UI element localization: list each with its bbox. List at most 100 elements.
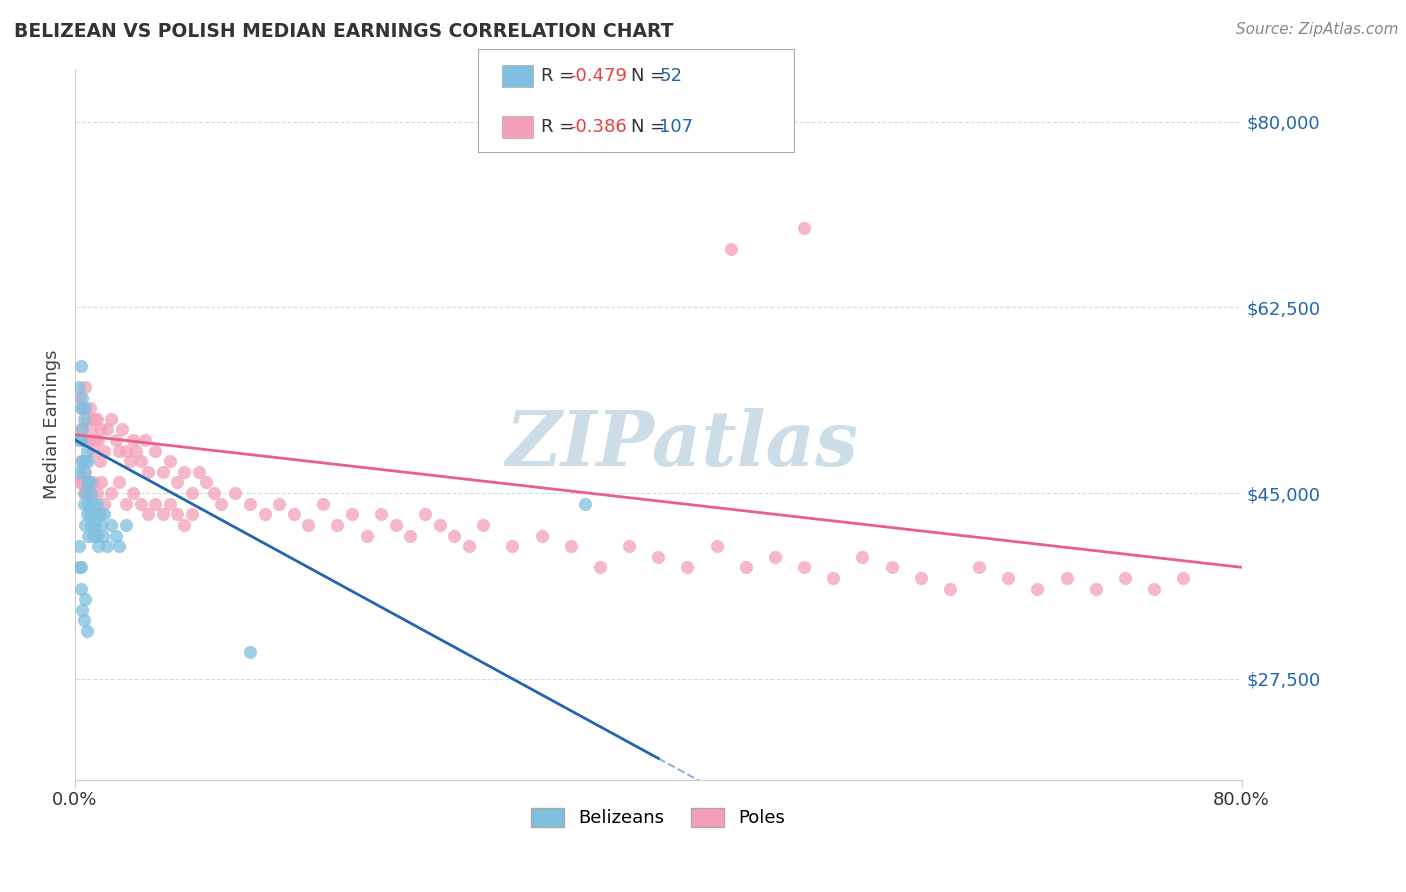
Point (1056, 571, 1078, 585)
Point (129, 454, 152, 468)
Point (87, 539, 110, 553)
Point (120, 454, 142, 468)
Text: ZIPatlas: ZIPatlas (505, 409, 858, 483)
Point (202, 486, 225, 500)
Point (90, 517, 112, 532)
Point (77, 475, 100, 490)
Point (77, 433, 100, 447)
Point (79, 486, 101, 500)
Point (173, 465, 195, 479)
Point (560, 539, 582, 553)
Point (77, 454, 100, 468)
Point (76, 508, 98, 522)
Point (122, 433, 145, 447)
Point (76, 624, 98, 638)
Point (122, 486, 145, 500)
Point (312, 497, 335, 511)
Point (180, 486, 202, 500)
Point (159, 454, 181, 468)
Text: Source: ZipAtlas.com: Source: ZipAtlas.com (1236, 22, 1399, 37)
Point (89, 454, 111, 468)
Point (79, 475, 101, 490)
Point (589, 560, 612, 574)
Point (159, 497, 181, 511)
Point (413, 508, 436, 522)
Point (67, 391, 90, 405)
Point (67, 539, 90, 553)
Point (1026, 582, 1049, 596)
Point (90, 422, 112, 436)
Point (209, 497, 232, 511)
Point (195, 475, 218, 490)
Point (93, 508, 115, 522)
Point (67, 560, 90, 574)
Point (763, 549, 786, 564)
Point (297, 517, 319, 532)
Point (76, 443, 98, 458)
Point (173, 517, 195, 532)
Point (96, 422, 118, 436)
Point (75, 517, 97, 532)
Point (100, 486, 122, 500)
Point (82, 443, 104, 458)
Point (93, 497, 115, 511)
Point (67, 475, 90, 490)
Point (73, 497, 96, 511)
Point (86, 411, 108, 425)
Point (83, 508, 105, 522)
Point (69, 359, 91, 373)
Point (75, 465, 97, 479)
Point (143, 443, 166, 458)
Point (530, 528, 553, 542)
Point (100, 517, 122, 532)
Point (73, 486, 96, 500)
Point (72, 603, 94, 617)
Point (72, 391, 94, 405)
Point (80, 422, 103, 436)
Point (86, 486, 108, 500)
Point (91, 528, 114, 542)
Text: N =: N = (631, 67, 671, 85)
Point (75, 380, 97, 394)
Point (129, 497, 152, 511)
Point (84, 433, 107, 447)
Point (180, 508, 202, 522)
Point (136, 465, 159, 479)
Point (429, 517, 451, 532)
Point (152, 508, 174, 522)
Point (166, 475, 188, 490)
Point (385, 517, 408, 532)
Point (793, 220, 815, 235)
Text: BELIZEAN VS POLISH MEDIAN EARNINGS CORRELATION CHART: BELIZEAN VS POLISH MEDIAN EARNINGS CORRE… (14, 22, 673, 41)
Point (80, 486, 103, 500)
Text: 107: 107 (659, 118, 693, 136)
Point (399, 528, 422, 542)
Point (107, 539, 129, 553)
Point (617, 539, 640, 553)
Point (134, 433, 156, 447)
Point (501, 539, 523, 553)
Point (880, 560, 903, 574)
Point (107, 443, 129, 458)
Point (676, 560, 699, 574)
Point (104, 433, 127, 447)
Point (89, 508, 111, 522)
Point (82, 528, 104, 542)
Point (574, 497, 596, 511)
Point (72, 401, 94, 416)
Point (269, 497, 291, 511)
Point (77, 528, 100, 542)
Legend: Belizeans, Poles: Belizeans, Poles (524, 801, 793, 835)
Point (69, 433, 91, 447)
Point (823, 571, 845, 585)
Point (443, 528, 465, 542)
Text: N =: N = (631, 118, 671, 136)
Point (69, 401, 91, 416)
Point (107, 475, 129, 490)
Point (75, 401, 97, 416)
Point (370, 508, 392, 522)
Point (72, 454, 94, 468)
Point (82, 475, 104, 490)
Point (939, 582, 962, 596)
Point (851, 549, 873, 564)
